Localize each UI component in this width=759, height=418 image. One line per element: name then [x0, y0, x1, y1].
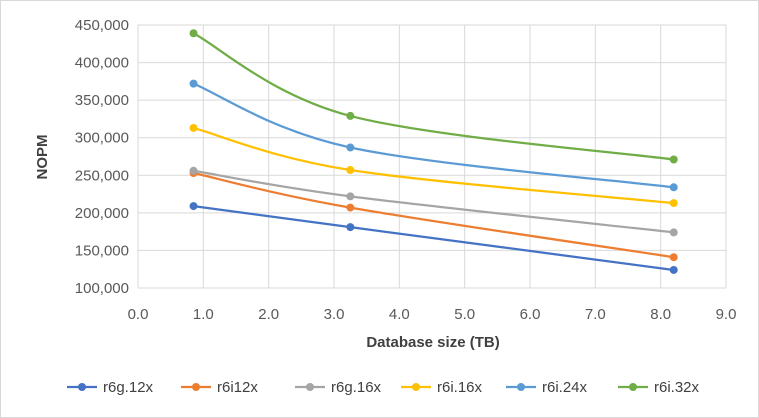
legend-label: r6i.32x — [654, 379, 700, 396]
y-axis-ticks: 100,000 150,000 200,000 250,000 300,000 350,0… — [75, 17, 129, 297]
series-line — [193, 32, 674, 161]
y-tick-label: 350,000 — [75, 92, 129, 109]
data-point — [189, 123, 198, 132]
series-r6g.12x — [189, 202, 678, 274]
series-r6g.16x — [189, 166, 678, 237]
data-point — [669, 199, 678, 208]
data-point — [669, 265, 678, 274]
x-tick-label: 8.0 — [650, 306, 671, 323]
data-point — [669, 228, 678, 237]
data-point — [189, 29, 198, 38]
series-r6i.32x — [189, 29, 678, 164]
y-tick-label: 400,000 — [75, 55, 129, 72]
x-tick-label: 6.0 — [520, 306, 541, 323]
data-point — [346, 166, 355, 175]
y-tick-label: 450,000 — [75, 17, 129, 34]
series-line — [193, 82, 674, 189]
x-tick-label: 7.0 — [585, 306, 606, 323]
data-point — [189, 202, 198, 211]
grid — [137, 24, 727, 289]
series-line — [193, 171, 674, 259]
x-tick-label: 2.0 — [258, 306, 279, 323]
y-tick-label: 300,000 — [75, 130, 129, 147]
data-point — [346, 192, 355, 201]
x-tick-label: 4.0 — [389, 306, 410, 323]
legend-marker — [192, 383, 200, 391]
x-axis-title: Database size (TB) — [366, 334, 499, 351]
legend-marker — [629, 383, 637, 391]
y-tick-label: 250,000 — [75, 167, 129, 184]
x-tick-label: 3.0 — [324, 306, 345, 323]
y-axis-title: NOPM — [34, 135, 51, 180]
series-line — [193, 169, 674, 234]
y-tick-label: 150,000 — [75, 242, 129, 259]
legend-item: r6g.12x — [67, 379, 154, 396]
x-axis-ticks: 0.0 1.0 2.0 3.0 4.0 5.0 6.0 7.0 8.0 9.0 — [128, 306, 737, 323]
series-r6i.24x — [189, 79, 678, 192]
legend-item: r6i.16x — [401, 379, 483, 396]
data-point — [346, 143, 355, 152]
legend-item: r6i.24x — [506, 379, 588, 396]
series-line — [193, 204, 674, 272]
legend-item: r6g.16x — [295, 379, 382, 396]
legend-marker — [306, 383, 314, 391]
x-tick-label: 5.0 — [454, 306, 475, 323]
legend: r6g.12x r6i12x r6g.16x r6i.16x r6i.24x r6i.32… — [67, 379, 700, 396]
series-r6i.16x — [189, 123, 678, 208]
legend-marker — [517, 383, 525, 391]
data-point — [669, 155, 678, 164]
data-point — [346, 223, 355, 232]
legend-item: r6i12x — [181, 379, 258, 396]
legend-label: r6g.12x — [103, 379, 154, 396]
legend-label: r6i.24x — [542, 379, 588, 396]
legend-marker — [78, 383, 86, 391]
data-point — [346, 203, 355, 212]
series-line — [193, 126, 674, 205]
data-point — [669, 253, 678, 262]
series-r6i12x — [189, 169, 678, 262]
legend-label: r6g.16x — [331, 379, 382, 396]
x-tick-label: 1.0 — [193, 306, 214, 323]
legend-label: r6i12x — [217, 379, 258, 396]
y-tick-label: 200,000 — [75, 205, 129, 222]
data-point — [669, 183, 678, 192]
legend-item: r6i.32x — [618, 379, 700, 396]
legend-label: r6i.16x — [437, 379, 483, 396]
x-tick-label: 9.0 — [716, 306, 737, 323]
series-lines — [189, 29, 678, 274]
data-point — [189, 166, 198, 175]
x-tick-label: 0.0 — [128, 306, 149, 323]
data-point — [346, 111, 355, 120]
legend-marker — [412, 383, 420, 391]
y-tick-label: 100,000 — [75, 280, 129, 297]
data-point — [189, 79, 198, 88]
